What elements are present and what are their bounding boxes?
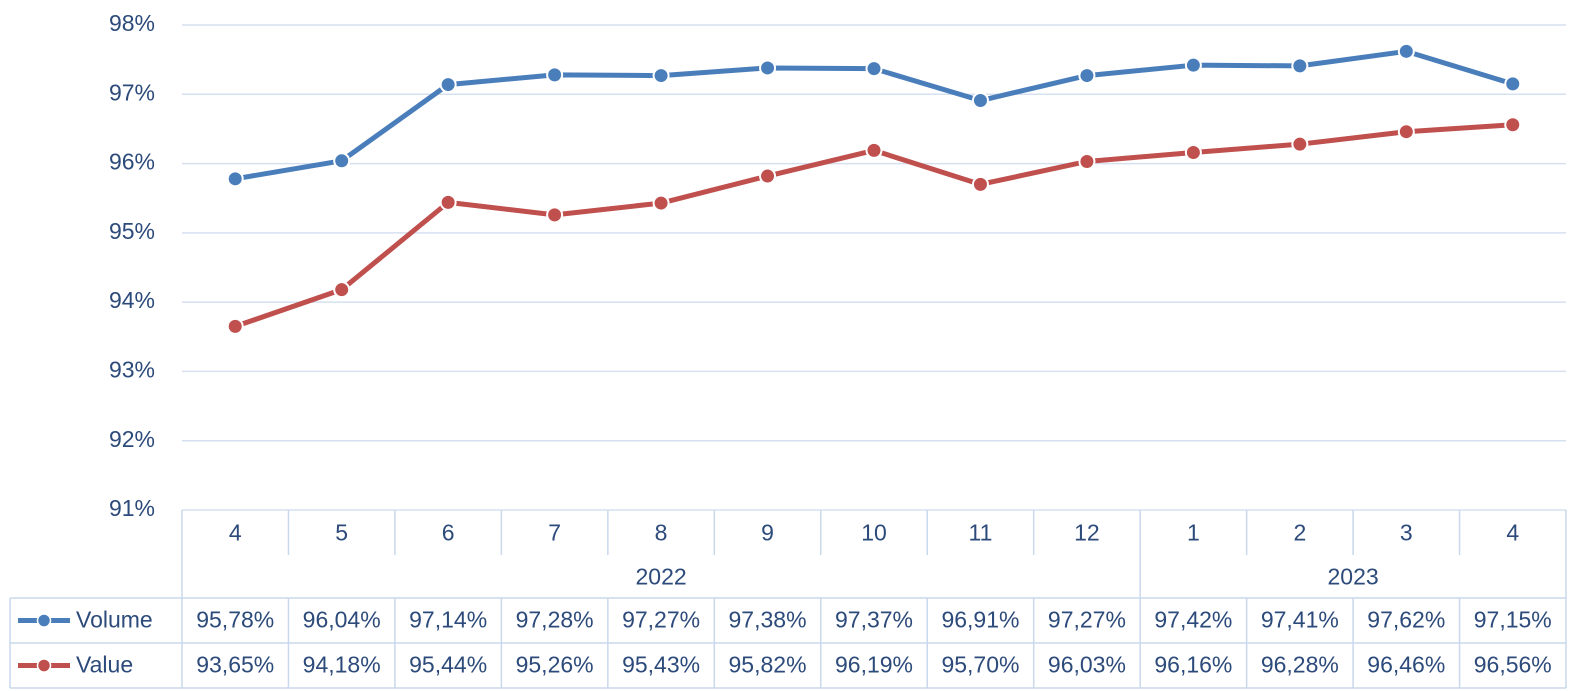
point bbox=[1184, 143, 1202, 161]
point bbox=[546, 206, 564, 224]
point bbox=[1397, 42, 1415, 60]
y-tick-label: 93% bbox=[109, 357, 155, 383]
x-tick-label: 4 bbox=[229, 520, 242, 546]
point bbox=[971, 92, 989, 110]
y-tick-label: 98% bbox=[109, 10, 155, 36]
table-value: 97,27% bbox=[622, 607, 700, 633]
legend-marker bbox=[36, 613, 52, 628]
table-value: 95,43% bbox=[622, 652, 700, 678]
table-value: 95,82% bbox=[729, 652, 807, 678]
x-group-label: 2022 bbox=[635, 564, 686, 590]
table-value: 94,18% bbox=[303, 652, 381, 678]
y-tick-label: 95% bbox=[109, 218, 155, 244]
point bbox=[759, 59, 777, 77]
point bbox=[226, 317, 244, 335]
table-value: 96,46% bbox=[1367, 652, 1445, 678]
table-value: 97,62% bbox=[1367, 607, 1445, 633]
x-tick-label: 5 bbox=[335, 520, 348, 546]
table-value: 93,65% bbox=[196, 652, 274, 678]
table-value: 96,03% bbox=[1048, 652, 1126, 678]
point bbox=[1184, 56, 1202, 74]
table-value: 97,37% bbox=[835, 607, 913, 633]
point bbox=[439, 193, 457, 211]
table-value: 96,91% bbox=[941, 607, 1019, 633]
x-tick-label: 10 bbox=[861, 520, 887, 546]
point bbox=[1504, 75, 1522, 93]
point bbox=[226, 170, 244, 188]
legend-label: Volume bbox=[76, 607, 153, 633]
point bbox=[1397, 123, 1415, 141]
x-tick-label: 3 bbox=[1400, 520, 1413, 546]
point bbox=[759, 167, 777, 185]
point bbox=[652, 194, 670, 212]
table-value: 97,41% bbox=[1261, 607, 1339, 633]
x-group-label: 2023 bbox=[1327, 564, 1378, 590]
table-value: 96,04% bbox=[303, 607, 381, 633]
x-tick-label: 11 bbox=[969, 520, 993, 546]
table-value: 96,19% bbox=[835, 652, 913, 678]
point bbox=[1291, 135, 1309, 153]
y-tick-label: 96% bbox=[109, 149, 155, 175]
point bbox=[1078, 67, 1096, 85]
table-value: 97,14% bbox=[409, 607, 487, 633]
table-value: 95,26% bbox=[516, 652, 594, 678]
table-value: 96,28% bbox=[1261, 652, 1339, 678]
table-value: 95,70% bbox=[941, 652, 1019, 678]
legend-label: Value bbox=[76, 652, 133, 678]
y-tick-label: 94% bbox=[109, 287, 155, 313]
point bbox=[865, 60, 883, 78]
x-tick-label: 2 bbox=[1293, 520, 1306, 546]
point bbox=[865, 141, 883, 159]
point bbox=[1291, 57, 1309, 75]
table-value: 97,38% bbox=[729, 607, 807, 633]
y-tick-label: 91% bbox=[109, 495, 155, 521]
point bbox=[1078, 152, 1096, 170]
x-tick-label: 6 bbox=[442, 520, 455, 546]
point bbox=[971, 175, 989, 193]
y-tick-label: 92% bbox=[109, 426, 155, 452]
x-tick-label: 1 bbox=[1187, 520, 1200, 546]
table-value: 97,28% bbox=[516, 607, 594, 633]
table-value: 95,78% bbox=[196, 607, 274, 633]
table-value: 96,16% bbox=[1154, 652, 1232, 678]
x-tick-label: 4 bbox=[1506, 520, 1519, 546]
point bbox=[652, 67, 670, 85]
point bbox=[333, 281, 351, 299]
x-tick-label: 7 bbox=[548, 520, 561, 546]
x-tick-label: 12 bbox=[1074, 520, 1100, 546]
point bbox=[333, 152, 351, 170]
x-tick-label: 8 bbox=[655, 520, 668, 546]
x-tick-label: 9 bbox=[761, 520, 774, 546]
table-value: 96,56% bbox=[1474, 652, 1552, 678]
legend-marker bbox=[36, 658, 52, 673]
point bbox=[439, 76, 457, 94]
point bbox=[1504, 116, 1522, 134]
table-value: 97,42% bbox=[1154, 607, 1232, 633]
point bbox=[546, 66, 564, 84]
y-tick-label: 97% bbox=[109, 79, 155, 105]
table-value: 97,27% bbox=[1048, 607, 1126, 633]
table-value: 97,15% bbox=[1474, 607, 1552, 633]
table-value: 95,44% bbox=[409, 652, 487, 678]
